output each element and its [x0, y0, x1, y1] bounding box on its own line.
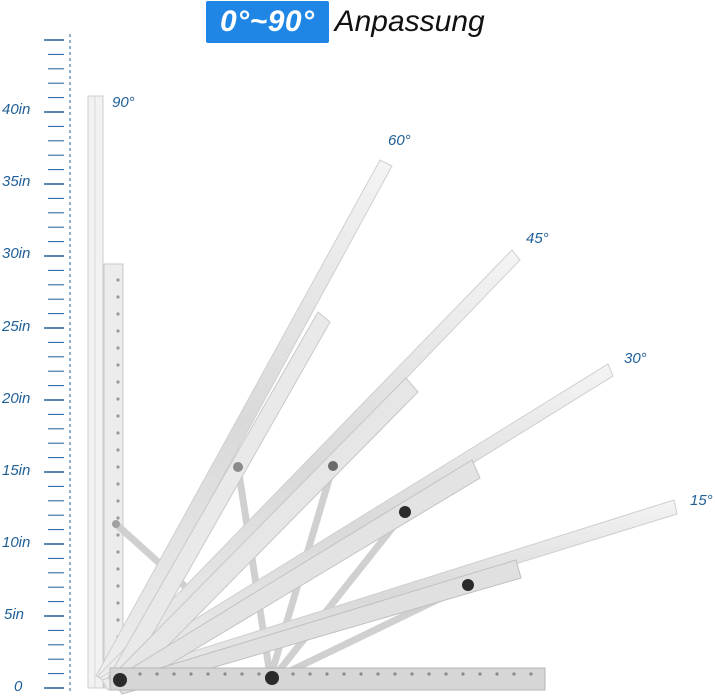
rail-hole [116, 329, 120, 333]
ruler-label-0: 0 [14, 678, 23, 695]
rail-hole [116, 601, 120, 605]
angle-label-45: 45° [526, 230, 549, 247]
rail-hole [116, 567, 120, 571]
rail-hole [116, 295, 120, 299]
rail-hole [376, 672, 380, 676]
rail-hole [116, 550, 120, 554]
rail-hole [116, 584, 120, 588]
rail-hole [206, 672, 210, 676]
title-text: Anpassung [334, 5, 485, 38]
rail-hole [495, 672, 499, 676]
angle-label-15: 15° [690, 492, 713, 509]
rail-hole [189, 672, 193, 676]
rail-hole [116, 397, 120, 401]
rail-hole [427, 672, 431, 676]
rail-hole [116, 465, 120, 469]
rail-hole [359, 672, 363, 676]
rail-hole [257, 672, 261, 676]
ruler-label-10in: 10in [2, 534, 31, 551]
rail-hole [116, 499, 120, 503]
rail-90-long [87, 95, 104, 689]
rail-hole [240, 672, 244, 676]
rail-hole [138, 672, 142, 676]
rail-hole [116, 380, 120, 384]
rail-hole [116, 516, 120, 520]
ruler-label-30in: 30in [2, 245, 31, 262]
rail-hole [116, 414, 120, 418]
angle-label-60: 60° [388, 132, 411, 149]
rail-hole [155, 672, 159, 676]
rail-hole [116, 363, 120, 367]
ruler-label-15in: 15in [2, 462, 31, 479]
rail-hole [410, 672, 414, 676]
rail-hole [308, 672, 312, 676]
title-bar: 0°~90° Anpassung [206, 0, 485, 44]
rail-hole [223, 672, 227, 676]
rail-hole [172, 672, 176, 676]
rail-hole [478, 672, 482, 676]
height-ruler [44, 34, 71, 694]
rail-base [109, 667, 546, 691]
title-badge: 0°~90° [206, 1, 329, 43]
rail-hole [529, 672, 533, 676]
rail-hole [325, 672, 329, 676]
angle-label-90: 90° [112, 94, 135, 111]
ruler-label-35in: 35in [2, 173, 31, 190]
rail-hole [116, 431, 120, 435]
star-knobs [112, 461, 474, 687]
rail-hole [393, 672, 397, 676]
rail-hole [116, 618, 120, 622]
rail-hole [116, 448, 120, 452]
rail-hole [291, 672, 295, 676]
rail-hole [116, 312, 120, 316]
rail-hole [444, 672, 448, 676]
rail-hole [116, 278, 120, 282]
ruler-label-20in: 20in [2, 390, 31, 407]
angle-label-30: 30° [624, 350, 647, 367]
rail-hole [116, 346, 120, 350]
rail-hole [116, 482, 120, 486]
rail-hole [512, 672, 516, 676]
rail-hole [116, 533, 120, 537]
ruler-label-40in: 40in [2, 101, 31, 118]
rail-hole [342, 672, 346, 676]
rail-90-short [103, 263, 124, 689]
rail-hole [461, 672, 465, 676]
ruler-label-25in: 25in [2, 318, 31, 335]
ruler-label-5in: 5in [4, 606, 25, 623]
